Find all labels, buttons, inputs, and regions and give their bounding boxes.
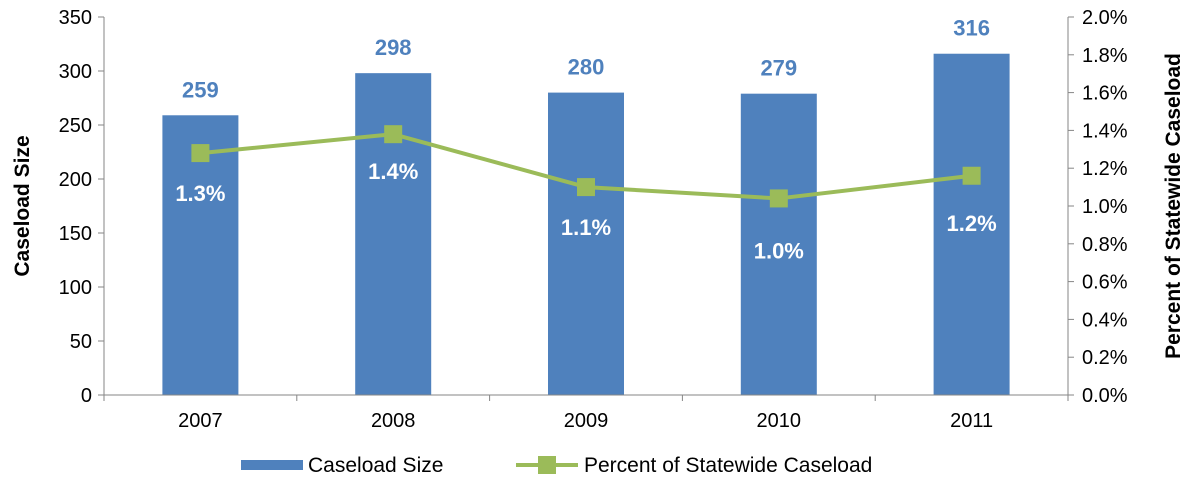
x-tick-label: 2009 [564, 410, 609, 432]
y2-tick-label: 0.8% [1082, 234, 1128, 256]
bar-2011 [933, 53, 1010, 395]
y2-tick-label: 2.0% [1082, 7, 1128, 29]
y-tick-label: 150 [59, 223, 92, 245]
bar-value-label: 279 [760, 56, 797, 81]
percent-marker-2011 [962, 166, 981, 185]
percent-marker-2010 [769, 189, 788, 208]
bar-value-label: 316 [953, 16, 990, 41]
legend-swatch-percent-marker [538, 456, 556, 474]
y2-tick-label: 1.4% [1082, 120, 1128, 142]
y2-tick-label: 0.6% [1082, 272, 1128, 294]
y2-tick-label: 0.4% [1082, 309, 1128, 331]
x-tick-label: 2011 [950, 410, 993, 432]
caseload-bars [162, 53, 1010, 396]
data-labels: 259 298 280 279 316 1.3% 1.4% 1.1% 1.0% 1.2% [175, 16, 996, 264]
percent-value-label: 1.1% [561, 215, 611, 240]
y-tick-label: 100 [59, 277, 92, 299]
bar-2008 [355, 73, 432, 395]
y-tick-label: 300 [59, 61, 92, 83]
y-axis-title: Caseload Size [11, 135, 34, 276]
bar-2009 [548, 92, 624, 395]
legend-label-percent: Percent of Statewide Caseload [584, 454, 872, 477]
bar-2010 [740, 93, 817, 396]
percent-marker-2007 [191, 144, 210, 163]
bar-value-label: 259 [182, 77, 219, 102]
bar-value-label: 280 [568, 55, 605, 80]
y-tick-label: 350 [59, 7, 92, 29]
bar-value-label: 298 [375, 35, 412, 60]
y-tick-label: 0 [81, 385, 92, 407]
y-tick-label: 50 [70, 331, 92, 353]
y2-tick-label: 0.0% [1082, 385, 1128, 407]
x-tick-label: 2007 [178, 410, 223, 432]
y2-axis-title: Percent of Statewide Caseload [1162, 53, 1185, 359]
percent-marker-2009 [577, 178, 595, 197]
percent-value-label: 1.0% [754, 238, 804, 263]
y2-tick-label: 1.8% [1082, 45, 1128, 67]
legend: Caseload Size Percent of Statewide Casel… [241, 454, 872, 477]
percent-value-label: 1.4% [368, 159, 418, 184]
percent-value-label: 1.2% [947, 211, 997, 236]
x-tick-label: 2010 [757, 410, 802, 432]
y2-tick-label: 1.6% [1082, 83, 1128, 105]
y-tick-label: 250 [59, 115, 92, 137]
percent-value-label: 1.3% [175, 181, 225, 206]
axes: 0 50 100 150 200 250 300 350 0.0% 0.2% 0.4% 0.6% 0.8… [59, 7, 1128, 432]
y2-tick-label: 1.2% [1082, 158, 1128, 180]
percent-marker-2008 [384, 125, 403, 144]
y-tick-label: 200 [59, 169, 92, 191]
percent-line [191, 125, 981, 208]
y2-tick-label: 0.2% [1082, 347, 1128, 369]
legend-swatch-caseload-size [241, 460, 303, 470]
x-tick-label: 2008 [371, 410, 416, 432]
legend-label-caseload-size: Caseload Size [308, 454, 443, 477]
y2-tick-label: 1.0% [1082, 196, 1128, 218]
